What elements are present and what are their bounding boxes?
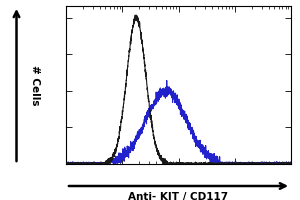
Text: Anti- KIT / CD117: Anti- KIT / CD117 [128, 192, 229, 200]
Text: # Cells: # Cells [30, 65, 40, 105]
